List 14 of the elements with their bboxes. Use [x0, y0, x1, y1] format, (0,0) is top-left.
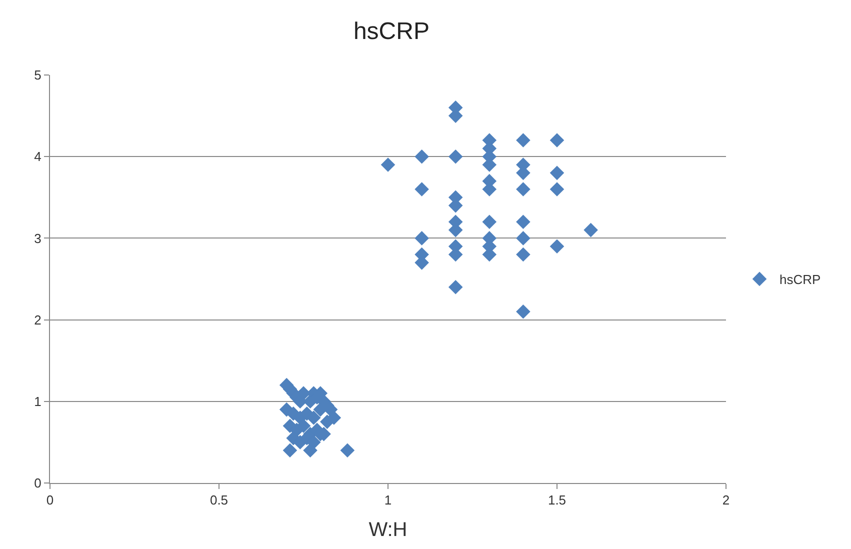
y-tick-label: 2 [34, 312, 42, 328]
x-tick-label: 0.5 [210, 492, 228, 508]
x-tick-label: 1.5 [548, 492, 566, 508]
y-tick-label: 5 [34, 68, 42, 83]
y-tick-label: 0 [34, 476, 42, 491]
y-tick-label: 3 [34, 230, 42, 246]
x-axis-title: W:H [368, 519, 408, 542]
x-tick-label: 2 [722, 492, 730, 508]
x-tick-label: 0 [46, 492, 54, 508]
chart-title: hsCRP [353, 18, 430, 45]
legend-label: hsCRP [780, 272, 821, 288]
y-tick-label: 4 [34, 149, 42, 164]
x-tick-label: 1 [384, 492, 392, 508]
y-tick-label: 1 [34, 394, 42, 409]
